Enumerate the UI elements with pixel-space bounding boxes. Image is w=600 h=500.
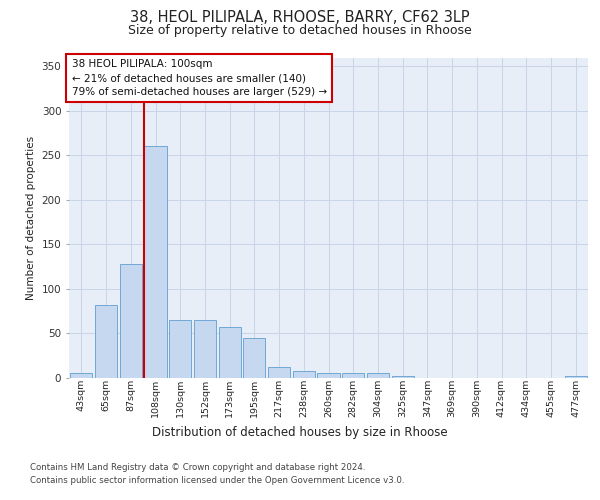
Text: Contains HM Land Registry data © Crown copyright and database right 2024.: Contains HM Land Registry data © Crown c… [30,462,365,471]
Text: 38 HEOL PILIPALA: 100sqm
← 21% of detached houses are smaller (140)
79% of semi-: 38 HEOL PILIPALA: 100sqm ← 21% of detach… [71,59,327,97]
Bar [392,376,414,378]
Bar [218,327,241,378]
Bar [243,338,265,378]
Text: Distribution of detached houses by size in Rhoose: Distribution of detached houses by size … [152,426,448,439]
Text: Size of property relative to detached houses in Rhoose: Size of property relative to detached ho… [128,24,472,37]
Bar [293,372,315,378]
Bar [565,376,587,378]
Bar [145,146,167,378]
Text: Contains public sector information licensed under the Open Government Licence v3: Contains public sector information licen… [30,476,404,485]
Bar [70,373,92,378]
Bar [268,367,290,378]
Bar [169,320,191,378]
Y-axis label: Number of detached properties: Number of detached properties [26,136,36,300]
Bar [342,373,364,378]
Text: 38, HEOL PILIPALA, RHOOSE, BARRY, CF62 3LP: 38, HEOL PILIPALA, RHOOSE, BARRY, CF62 3… [130,10,470,25]
Bar [95,304,117,378]
Bar [367,373,389,378]
Bar [194,320,216,378]
Bar [119,264,142,378]
Bar [317,373,340,378]
